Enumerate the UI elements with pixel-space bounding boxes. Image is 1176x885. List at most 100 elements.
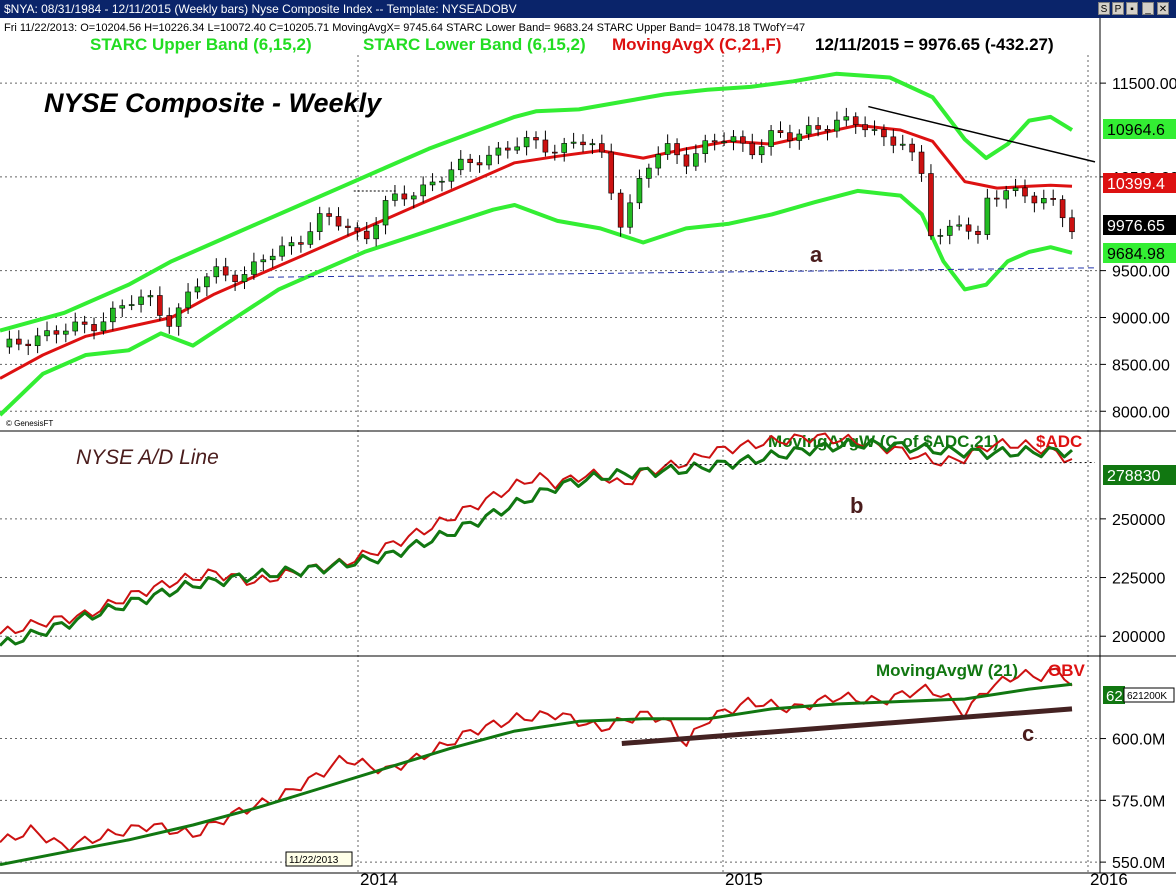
candle-body [1059,199,1066,219]
obv-line [0,667,1073,853]
candle-body [824,129,831,132]
y-tick-label: 9000.00 [1112,311,1170,328]
candle-body [279,245,285,257]
candle-body [871,129,878,131]
tag-lower-band: 9684.98 [1107,246,1165,263]
s-button[interactable]: S [1098,2,1110,15]
legend-last-value: 12/11/2015 = 9976.65 (-432.27) [815,35,1054,54]
candle-body [890,136,897,146]
candle-body [852,116,859,125]
window-title: $NYA: 08/31/1984 - 12/11/2015 (Weekly ba… [4,2,517,16]
ad-panel-title: NYSE A/D Line [76,446,219,469]
annotation-a: a [810,242,823,267]
x-tick-label: 2015 [725,870,763,885]
candle-body [834,119,840,132]
starc-upper-line [0,71,1074,333]
candle-body [100,321,107,332]
candle-body [467,158,473,163]
candle-body [439,180,445,183]
candle-body [307,231,314,245]
tag-upper-band-box [1103,119,1176,139]
candle-body [241,274,248,282]
candle-body [946,225,953,236]
candle-body [138,296,144,305]
candle-body [6,338,13,348]
candle-body [881,129,887,138]
obv-legend-ma: MovingAvgW (21) [876,661,1018,680]
candle-body [420,184,426,197]
candle-body [476,162,483,166]
candle-body [1031,195,1038,204]
y-tick-label: 8500.00 [1112,357,1170,374]
tag-last-close: 9976.65 [1107,218,1165,235]
candle-body [965,224,972,232]
candle-body [702,140,709,154]
annotation-b: b [850,493,863,518]
candle-body [63,330,69,335]
tag-movingavg-box [1103,173,1176,193]
candle-body [636,178,643,204]
legend-movingavg: MovingAvgX (C,21,F) [612,35,781,54]
candle-body [147,295,154,298]
tag-obv-box [1123,687,1175,703]
x-tick-label: 2016 [1090,870,1128,885]
candle-body [504,147,511,151]
y-tick-label: 200000 [1112,629,1165,646]
x-tick-label: 2014 [360,870,398,885]
minimize-button[interactable]: _ [1142,2,1154,15]
candle-body [354,227,361,232]
window-menu-button[interactable]: ▪ [1126,2,1138,15]
y-tick-label: 9500.00 [1112,264,1170,281]
candle-body [561,143,568,153]
candle-body [53,330,60,335]
candle-body [627,202,633,228]
tag-obv: 621200K [1127,691,1167,702]
candle-body [401,193,408,200]
candle-body [34,335,41,347]
candle-body [288,242,295,247]
candle-body [552,151,558,154]
candle-body [185,291,191,309]
candle-body [298,242,304,245]
candle-body [457,158,464,171]
candle-body [740,136,746,144]
candle-body [222,266,229,276]
candle-body [693,153,699,167]
candle-body [119,305,126,309]
candle-body [363,230,370,240]
p-button[interactable]: P [1112,2,1124,15]
candle-body [316,213,323,232]
candle-body [533,137,539,141]
legend-starc-upper: STARC Upper Band (6,15,2) [90,35,312,54]
candle-body [410,195,417,200]
candle-body [928,173,934,237]
candle-body [599,143,605,153]
annotation-c: c [1022,721,1034,746]
candle-body [523,137,530,148]
candle-body [382,200,389,226]
ohlc-readout: Fri 11/22/2013: O=10204.56 H=10226.34 L=… [4,22,805,34]
candle-body [81,321,88,325]
y-tick-label: 250000 [1112,512,1165,529]
candle-body [25,343,32,347]
candle-body [730,136,737,142]
candle-body [1050,198,1056,200]
green-ma-line [0,437,1073,647]
downtrend-line [868,105,1096,163]
candle-body [984,197,991,235]
candle-body [542,139,549,153]
candle-body [956,224,962,227]
candle-body [589,143,596,146]
candle-body [16,338,22,345]
cursor-date-box [285,851,353,867]
copyright-label: © GenesisFT [6,419,53,428]
candle-body [862,124,868,131]
candle-body [815,125,821,130]
candle-body [975,230,981,235]
close-button[interactable]: ✕ [1157,2,1169,15]
adc-line [0,432,1073,635]
candle-body [664,143,671,155]
candle-body [514,146,520,151]
y-tick-label: 225000 [1112,571,1165,588]
movingavg-line [0,123,1073,380]
